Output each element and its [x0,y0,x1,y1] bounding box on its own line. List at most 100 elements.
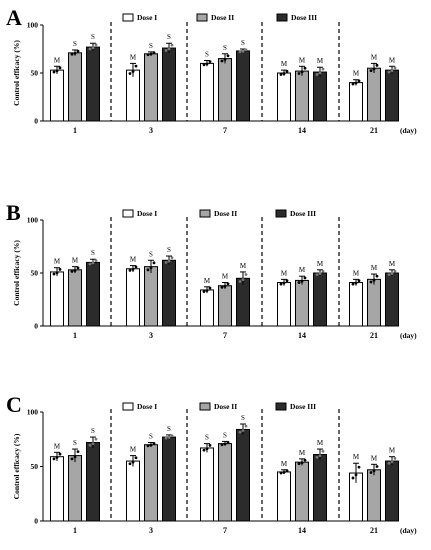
data-dot [357,279,361,283]
data-dot [167,259,171,263]
significance-label: M [130,256,137,264]
data-dot [208,443,212,447]
x-tick-label: 3 [149,331,153,340]
data-dot [146,444,150,448]
significance-label: M [389,447,396,455]
bar [295,70,309,122]
data-dot [303,66,307,70]
data-dot [88,443,92,447]
significance-label: M [371,264,378,272]
data-dot [170,256,174,260]
significance-label: M [281,60,288,68]
panel-c: C 0 50 100 Control efficacy (%) M S S 1 M S S 3 S S S 7 M… [6,392,417,535]
data-dot [164,261,168,264]
bar [349,282,363,327]
y-tick-label: 50 [31,69,39,78]
legend-swatch [122,209,134,218]
data-dot [223,58,227,61]
data-dot [393,66,397,70]
x-tick-label: 21 [370,331,378,340]
data-dot [390,460,394,464]
bar [218,285,232,327]
x-tick-label: 21 [370,526,378,535]
significance-label: S [223,431,227,439]
data-dot [282,281,286,285]
data-dot [167,47,171,51]
bar [236,428,250,522]
data-dot [205,289,209,292]
significance-label: S [149,250,153,258]
data-dot [369,69,373,72]
bar [162,436,176,522]
y-axis-label: Control efficacy (%) [12,40,21,106]
significance-label: M [353,70,360,78]
bar [236,277,250,327]
data-dot [220,285,224,289]
significance-label: M [281,269,288,277]
data-dot [58,452,62,456]
bar [144,266,158,327]
data-dot [134,265,138,269]
significance-label: S [167,33,171,41]
data-dot [223,284,227,288]
data-dot [238,50,242,54]
significance-label: S [167,425,171,433]
bar [295,279,309,327]
legend-label: Dose II [214,209,237,218]
x-tick-label: 3 [149,126,153,135]
data-dot [170,43,174,47]
bar [50,69,64,122]
bar [367,67,381,122]
data-dot [279,471,283,475]
data-dot [164,49,168,52]
data-dot [244,424,248,428]
bar [295,461,309,522]
data-dot [300,70,304,74]
data-dot [208,286,212,290]
bar [162,259,176,327]
bar [68,52,82,122]
significance-label: S [91,33,95,41]
data-dot [357,79,361,83]
bar [200,447,214,522]
data-dot [91,46,95,50]
x-tick-label: 1 [73,331,77,340]
data-dot [208,60,212,64]
data-dot [321,269,325,273]
significance-label: M [204,277,211,285]
significance-label: S [149,42,153,50]
data-dot [303,276,307,280]
panel-b: B 0 50 100 Control efficacy (%) M M S 1 M S S 3 M M M 7 M… [6,200,417,340]
legend-label: Dose I [137,13,157,22]
data-dot [149,266,153,270]
significance-label: M [130,446,137,454]
legend-label: Dose I [137,402,157,411]
significance-label: S [205,51,209,59]
bar [236,50,250,122]
bar [144,53,158,122]
y-tick-label: 50 [31,269,39,278]
significance-label: S [91,249,95,257]
bar [277,72,291,122]
bar [126,460,140,522]
bar [50,271,64,327]
significance-label: M [299,449,306,457]
bar [200,62,214,122]
y-axis-label: Control efficacy (%) [12,240,21,306]
x-tick-label: 7 [223,126,227,135]
significance-label: S [223,44,227,52]
x-tick-label: 7 [223,526,227,535]
legend-label: Dose III [291,13,317,22]
bar [68,455,82,522]
data-dot [241,49,245,53]
bar [349,82,363,122]
data-dot [372,469,376,473]
data-dot [372,67,376,71]
y-tick-label: 0 [34,322,38,331]
data-dot [146,53,150,57]
data-dot [351,476,355,480]
significance-label: S [91,427,95,435]
data-dot [387,70,391,74]
data-dot [297,72,301,75]
